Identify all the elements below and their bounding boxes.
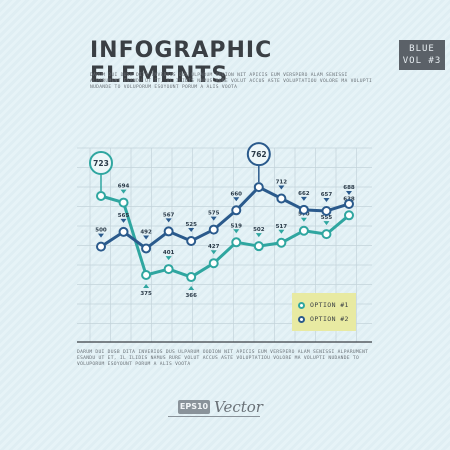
label-marker-icon	[255, 233, 262, 238]
data-point	[118, 197, 129, 208]
label-marker-icon	[278, 229, 285, 234]
page-title: INFOGRAPHIC ELEMENTS	[90, 38, 273, 88]
data-point	[321, 205, 332, 216]
data-label: 366	[185, 293, 197, 299]
data-point	[253, 182, 264, 193]
series-line-2	[100, 185, 350, 250]
data-point	[231, 205, 242, 216]
data-label-callout: 762	[251, 150, 267, 159]
legend-item-option-2: OPTION #2	[298, 312, 350, 326]
label-marker-icon	[165, 256, 172, 261]
label-marker-icon	[233, 229, 240, 234]
label-marker-icon	[98, 233, 104, 238]
data-point	[276, 193, 287, 204]
data-point	[186, 272, 197, 283]
data-label: 427	[208, 244, 220, 250]
label-marker-icon	[346, 190, 352, 195]
callout-bubble	[89, 151, 113, 175]
label-marker-icon	[300, 196, 307, 201]
legend-label: OPTION #1	[310, 301, 349, 309]
label-marker-icon	[120, 218, 127, 223]
data-label: 519	[231, 223, 243, 229]
data-label: 567	[163, 212, 175, 218]
label-marker-icon	[278, 185, 285, 190]
data-label: 375	[140, 291, 152, 297]
data-point	[208, 258, 219, 269]
data-label: 525	[185, 222, 197, 228]
footer-text: DARUM DUI DUSB DITA INVERIOS DUS ULPARUM…	[77, 350, 369, 367]
label-marker-icon	[120, 189, 127, 194]
intro-text: DARUM DUI DUSB DITA INVERIOS DUS ULPARUM…	[90, 73, 373, 90]
data-point	[344, 210, 354, 221]
data-point	[208, 224, 219, 235]
data-point	[118, 226, 129, 237]
volume-tag: BLUE VOL #3	[399, 40, 445, 70]
data-label-callout: 723	[93, 159, 109, 168]
data-label: 500	[95, 228, 107, 234]
chart-legend: OPTION #1 OPTION #2	[292, 293, 356, 331]
data-point	[298, 225, 309, 236]
eps-badge: EPS10	[178, 400, 210, 414]
label-marker-icon	[165, 218, 172, 223]
label-marker-icon	[188, 286, 195, 291]
label-marker-icon	[143, 235, 150, 240]
label-marker-icon	[210, 216, 217, 221]
tag-volume: VOL #3	[402, 56, 442, 66]
label-marker-icon	[300, 217, 307, 222]
footer-divider	[168, 416, 260, 417]
callout-bubble	[246, 142, 271, 167]
label-marker-icon	[188, 227, 195, 232]
label-marker-icon	[323, 221, 330, 226]
data-label: 517	[276, 224, 288, 230]
legend-dot-icon	[298, 301, 305, 309]
legend-item-option-1: OPTION #1	[298, 298, 350, 312]
data-point	[163, 264, 174, 275]
data-point	[298, 204, 309, 215]
data-point	[141, 270, 152, 280]
data-point	[276, 237, 287, 248]
label-marker-icon	[143, 284, 150, 288]
label-marker-icon	[210, 250, 217, 255]
data-label: 688	[343, 185, 355, 191]
legend-dot-icon	[298, 315, 305, 323]
data-label: 712	[276, 179, 288, 185]
data-label: 657	[321, 192, 333, 198]
data-label: 575	[208, 211, 220, 217]
data-point	[141, 243, 152, 254]
label-marker-icon	[323, 197, 330, 202]
vector-label: Vector	[214, 398, 263, 416]
data-label: 401	[163, 250, 175, 256]
data-point	[344, 198, 354, 209]
data-label: 492	[140, 229, 152, 235]
data-label: 555	[321, 215, 333, 221]
data-label: 660	[231, 191, 243, 197]
data-point	[186, 235, 197, 246]
data-label: 662	[298, 191, 310, 197]
data-point	[321, 229, 332, 240]
data-point	[163, 226, 174, 237]
label-marker-icon	[233, 197, 240, 202]
data-label: 565	[118, 213, 130, 219]
data-point	[231, 237, 242, 248]
data-point	[253, 241, 264, 252]
tag-color: BLUE	[409, 44, 435, 54]
data-label: 694	[118, 184, 130, 190]
data-label: 502	[253, 227, 265, 233]
data-point	[96, 241, 106, 252]
legend-label: OPTION #2	[310, 315, 349, 323]
data-point	[96, 191, 106, 201]
